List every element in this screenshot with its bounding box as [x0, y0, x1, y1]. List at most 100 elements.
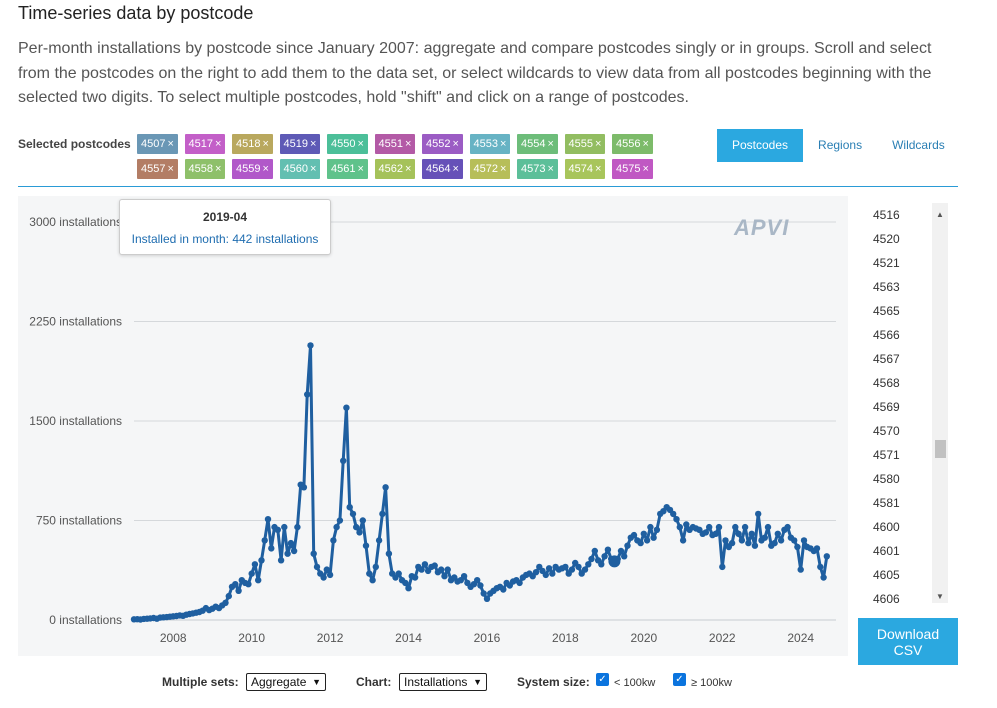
remove-icon[interactable]: × [594, 163, 602, 175]
postcode-chip[interactable]: 4551 × [374, 134, 416, 154]
remove-icon[interactable]: × [404, 163, 412, 175]
remove-icon[interactable]: × [642, 163, 649, 175]
postcode-list-item[interactable]: 4571 [873, 448, 900, 462]
remove-icon[interactable]: × [214, 163, 222, 175]
postcode-list-item[interactable]: 4606 [873, 592, 900, 606]
postcode-list-item[interactable]: 4521 [873, 256, 900, 270]
chart-type-select[interactable]: Installations ▼ [399, 673, 487, 691]
postcode-list-item[interactable]: 4580 [873, 472, 900, 486]
postcode-chip[interactable]: 4572 × [469, 159, 511, 179]
postcode-list-item[interactable]: 4600 [873, 520, 900, 534]
remove-icon[interactable]: × [309, 138, 317, 150]
data-point [460, 573, 468, 580]
remove-icon[interactable]: × [262, 138, 269, 150]
remove-icon[interactable]: × [452, 138, 459, 150]
data-point [274, 526, 281, 533]
postcode-chip[interactable]: 4561 × [327, 159, 368, 179]
remove-icon[interactable]: × [642, 138, 649, 150]
installations-chart: 0 installations 750 installations 1500 ins… [29, 215, 836, 645]
remove-icon[interactable]: × [167, 138, 174, 150]
x-tick-label: 2022 [709, 631, 736, 645]
remove-icon[interactable]: × [547, 138, 554, 150]
tab-regions[interactable]: Regions [818, 138, 863, 152]
data-point [670, 510, 677, 518]
postcode-list-item[interactable]: 4601 [873, 544, 900, 558]
remove-icon[interactable]: × [214, 138, 222, 150]
size-small-checkbox[interactable]: ✓ [596, 673, 609, 686]
postcode-list-item[interactable]: 4569 [873, 400, 900, 414]
remove-icon[interactable]: × [547, 163, 554, 175]
postcode-list-item[interactable]: 4563 [873, 280, 900, 294]
remove-icon[interactable]: × [499, 138, 507, 150]
remove-icon[interactable]: × [452, 163, 459, 175]
postcode-chip[interactable]: 4557 × [137, 159, 178, 179]
postcode-list-item[interactable]: 4605 [873, 568, 900, 582]
chart-panel: 0 installations 750 installations 1500 ins… [18, 196, 848, 656]
y-tick-label: 1500 installations [29, 414, 122, 428]
data-point [323, 566, 330, 573]
postcode-chip[interactable]: 4555 × [564, 134, 606, 154]
postcode-chip-label: 4573 [521, 163, 546, 175]
remove-icon[interactable]: × [499, 163, 507, 175]
postcode-list-item[interactable]: 4581 [873, 496, 900, 510]
multiple-sets-select[interactable]: Aggregate ▼ [246, 673, 326, 691]
postcode-chip[interactable]: 4560 × [279, 159, 321, 179]
remove-icon[interactable]: × [357, 138, 364, 150]
list-scrollbar[interactable]: ▲ ▼ [932, 203, 948, 603]
postcode-list-item[interactable]: 4568 [873, 376, 900, 390]
postcode-list-item[interactable]: 4516 [873, 208, 900, 222]
postcode-list-item[interactable]: 4565 [873, 304, 900, 318]
data-point [268, 545, 275, 552]
data-point [728, 539, 736, 547]
scroll-thumb[interactable] [935, 440, 946, 458]
data-point [307, 342, 314, 349]
download-csv-button[interactable]: Download CSV [858, 618, 958, 665]
postcode-list-item[interactable]: 4566 [873, 328, 900, 342]
postcode-chip[interactable]: 4558 × [184, 159, 226, 179]
postcode-list[interactable]: ▲ ▼ 4516 4520 4521 4563 4565 4566 4567 4568 4569… [858, 198, 958, 608]
postcode-chip[interactable]: 4556 × [612, 134, 653, 154]
tab-wildcards[interactable]: Wildcards [892, 138, 945, 152]
data-point [340, 457, 347, 464]
postcode-chip[interactable]: 4574 × [564, 159, 606, 179]
postcode-chip[interactable]: 4517 × [184, 134, 226, 154]
postcode-chip[interactable]: 4554 × [517, 134, 558, 154]
remove-icon[interactable]: × [309, 163, 317, 175]
data-point [313, 563, 321, 571]
postcode-chip[interactable]: 4552 × [422, 134, 463, 154]
remove-icon[interactable]: × [404, 138, 412, 150]
scroll-up-icon[interactable]: ▲ [936, 210, 944, 219]
data-point [764, 523, 772, 531]
data-point [585, 561, 592, 568]
postcode-chip[interactable]: 4550 × [327, 134, 368, 154]
multiple-sets-label: Multiple sets: [162, 675, 239, 689]
postcode-chip[interactable]: 4559 × [232, 159, 273, 179]
postcode-list-item[interactable]: 4520 [873, 232, 900, 246]
remove-icon[interactable]: × [594, 138, 602, 150]
download-label-line2: CSV [893, 642, 923, 658]
postcode-chip[interactable]: 4518 × [232, 134, 273, 154]
remove-icon[interactable]: × [167, 163, 174, 175]
postcode-chip[interactable]: 4564 × [422, 159, 463, 179]
postcode-chip-label: 4572 [473, 163, 498, 175]
postcode-chip[interactable]: 4553 × [469, 134, 511, 154]
highlighted-point [608, 555, 621, 568]
size-large-checkbox[interactable]: ✓ [673, 673, 686, 686]
postcode-chip[interactable]: 4507 × [137, 134, 178, 154]
postcode-chip[interactable]: 4573 × [517, 159, 558, 179]
data-point [653, 526, 661, 533]
postcode-list-item[interactable]: 4567 [873, 352, 900, 366]
data-point [294, 523, 301, 531]
tab-postcodes[interactable]: Postcodes [717, 129, 804, 162]
postcode-chip[interactable]: 4519 × [279, 134, 321, 154]
scroll-down-icon[interactable]: ▼ [936, 592, 944, 601]
data-point [741, 523, 749, 531]
remove-icon[interactable]: × [262, 163, 269, 175]
x-tick-label: 2024 [787, 631, 814, 645]
postcode-chip[interactable]: 4575 × [612, 159, 653, 179]
remove-icon[interactable]: × [357, 163, 364, 175]
postcode-list-item[interactable]: 4570 [873, 424, 900, 438]
postcode-chip[interactable]: 4562 × [374, 159, 416, 179]
data-point [738, 537, 746, 544]
size-large-label: ≥ 100kw [691, 677, 732, 689]
